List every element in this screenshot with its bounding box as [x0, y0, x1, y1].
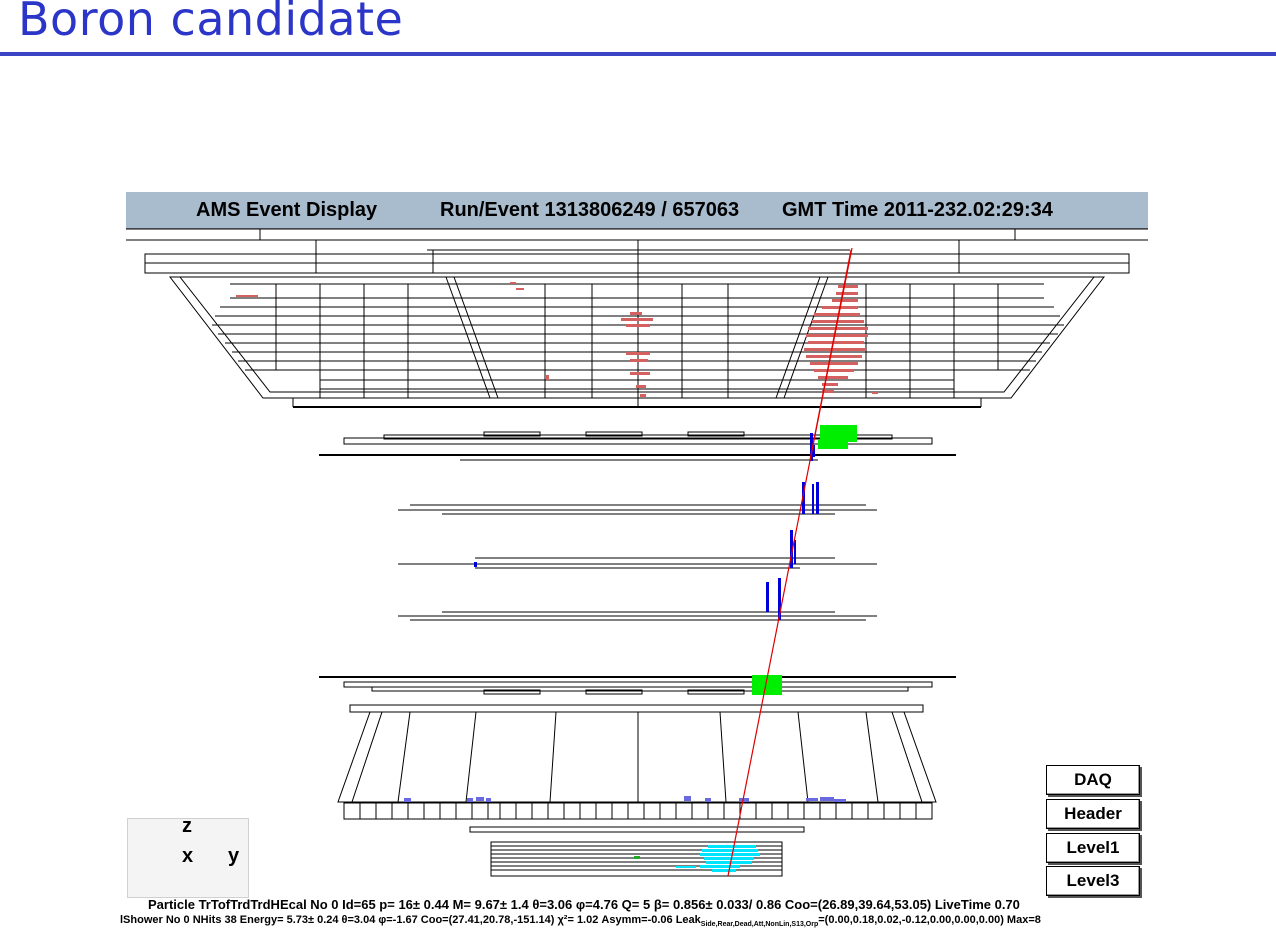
- level1-button[interactable]: Level1: [1046, 833, 1140, 863]
- trd-hits: [236, 282, 878, 397]
- axis-gizmo: z x y: [127, 815, 249, 898]
- shower-info-tail: =(0.00,0.18,0.02,-0.12,0.00,0.00,0.00) M…: [818, 914, 1041, 926]
- shower-info-main: lShower No 0 NHits 38 Energy= 5.73± 0.24…: [120, 914, 701, 926]
- gmt-time-label: GMT Time 2011-232.02:29:34: [782, 198, 1053, 221]
- shower-leak-subscript: Side,Rear,Dead,Att,NonLin,S13,Orp: [700, 921, 819, 929]
- lower-tof: [319, 676, 956, 695]
- title-rule: [0, 52, 1276, 56]
- ecal-hit-marker: [634, 856, 640, 859]
- axis-y-label: y: [228, 845, 240, 867]
- upper-tof-hit: [820, 425, 857, 442]
- upper-tof: [319, 431, 956, 461]
- lower-tof-hit: [752, 675, 782, 695]
- upper-tof-hit: [818, 440, 848, 449]
- tracker-planes: [398, 504, 877, 621]
- axis-z-label: z: [182, 815, 192, 837]
- tracker-hits: [474, 433, 819, 620]
- detector-top-frame: [126, 228, 1148, 274]
- level3-button[interactable]: Level3: [1046, 866, 1140, 896]
- axis-x-label: x: [182, 845, 194, 867]
- run-event-label: Run/Event 1313806249 / 657063: [440, 198, 740, 221]
- event-display-header: AMS Event Display Run/Event 1313806249 /…: [126, 192, 1148, 229]
- app-title: AMS Event Display: [196, 198, 378, 221]
- particle-info: Particle TrTofTrdTrdHEcal No 0 Id=65 p= …: [148, 897, 1020, 912]
- reconstructed-track: [727, 247, 853, 877]
- rich-detector: [337, 704, 937, 833]
- header-button[interactable]: Header: [1046, 799, 1140, 829]
- slide-title: Boron candidate: [18, 0, 404, 46]
- shower-info: lShower No 0 NHits 38 Energy= 5.73± 0.24…: [120, 914, 1148, 928]
- daq-button[interactable]: DAQ: [1046, 765, 1140, 795]
- rich-hits: [404, 796, 846, 802]
- ecal-hits: [676, 845, 760, 872]
- trd-detector: [168, 240, 1106, 408]
